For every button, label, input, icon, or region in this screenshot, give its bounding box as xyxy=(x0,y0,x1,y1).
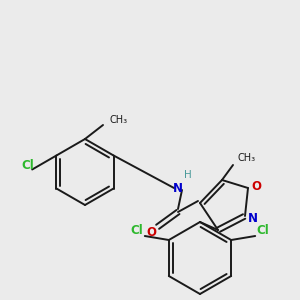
Text: N: N xyxy=(248,212,258,224)
Text: Cl: Cl xyxy=(130,224,143,236)
Text: CH₃: CH₃ xyxy=(109,115,127,125)
Text: N: N xyxy=(173,182,183,194)
Text: Cl: Cl xyxy=(22,159,34,172)
Text: Cl: Cl xyxy=(257,224,270,236)
Text: O: O xyxy=(251,179,261,193)
Text: CH₃: CH₃ xyxy=(238,153,256,163)
Text: H: H xyxy=(184,170,192,180)
Text: O: O xyxy=(146,226,156,238)
